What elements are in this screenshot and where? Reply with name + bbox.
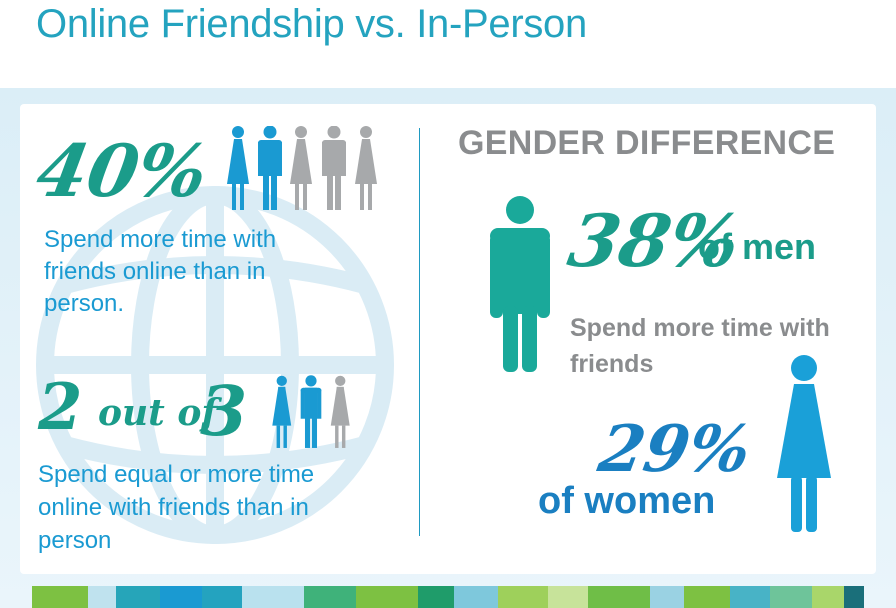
column-divider — [419, 128, 420, 536]
stat-40-percent: 40% — [30, 128, 215, 213]
stat-three: 3 — [200, 372, 248, 452]
man-icon — [300, 375, 322, 448]
man-icon — [490, 196, 550, 372]
woman-icon — [330, 375, 350, 448]
people-group-three — [272, 375, 350, 448]
man-icon — [322, 126, 346, 210]
man-icon — [258, 126, 282, 210]
stat-40-description: Spend more time with friends online than… — [44, 226, 277, 317]
stat-two: 2 — [38, 370, 83, 445]
woman-icon — [355, 126, 377, 210]
woman-icon — [777, 355, 831, 532]
globe-icon — [36, 186, 394, 544]
page-title: Online Friendship vs. In-Person — [36, 2, 587, 46]
men-label: of men — [698, 226, 817, 267]
people-group-five — [227, 126, 377, 210]
woman-icon — [290, 126, 312, 210]
gender-description: Spend more time with friends — [570, 314, 830, 378]
stat-two-of-three-description: Spend equal or more time online with fri… — [38, 461, 315, 554]
stat-out-of: out of — [98, 392, 217, 434]
women-label: of women — [538, 480, 716, 522]
women-percent: 29% — [593, 412, 757, 487]
woman-icon — [227, 126, 249, 210]
woman-icon — [272, 375, 292, 448]
gender-heading: GENDER DIFFERENCE — [458, 124, 836, 162]
color-band — [32, 586, 864, 608]
